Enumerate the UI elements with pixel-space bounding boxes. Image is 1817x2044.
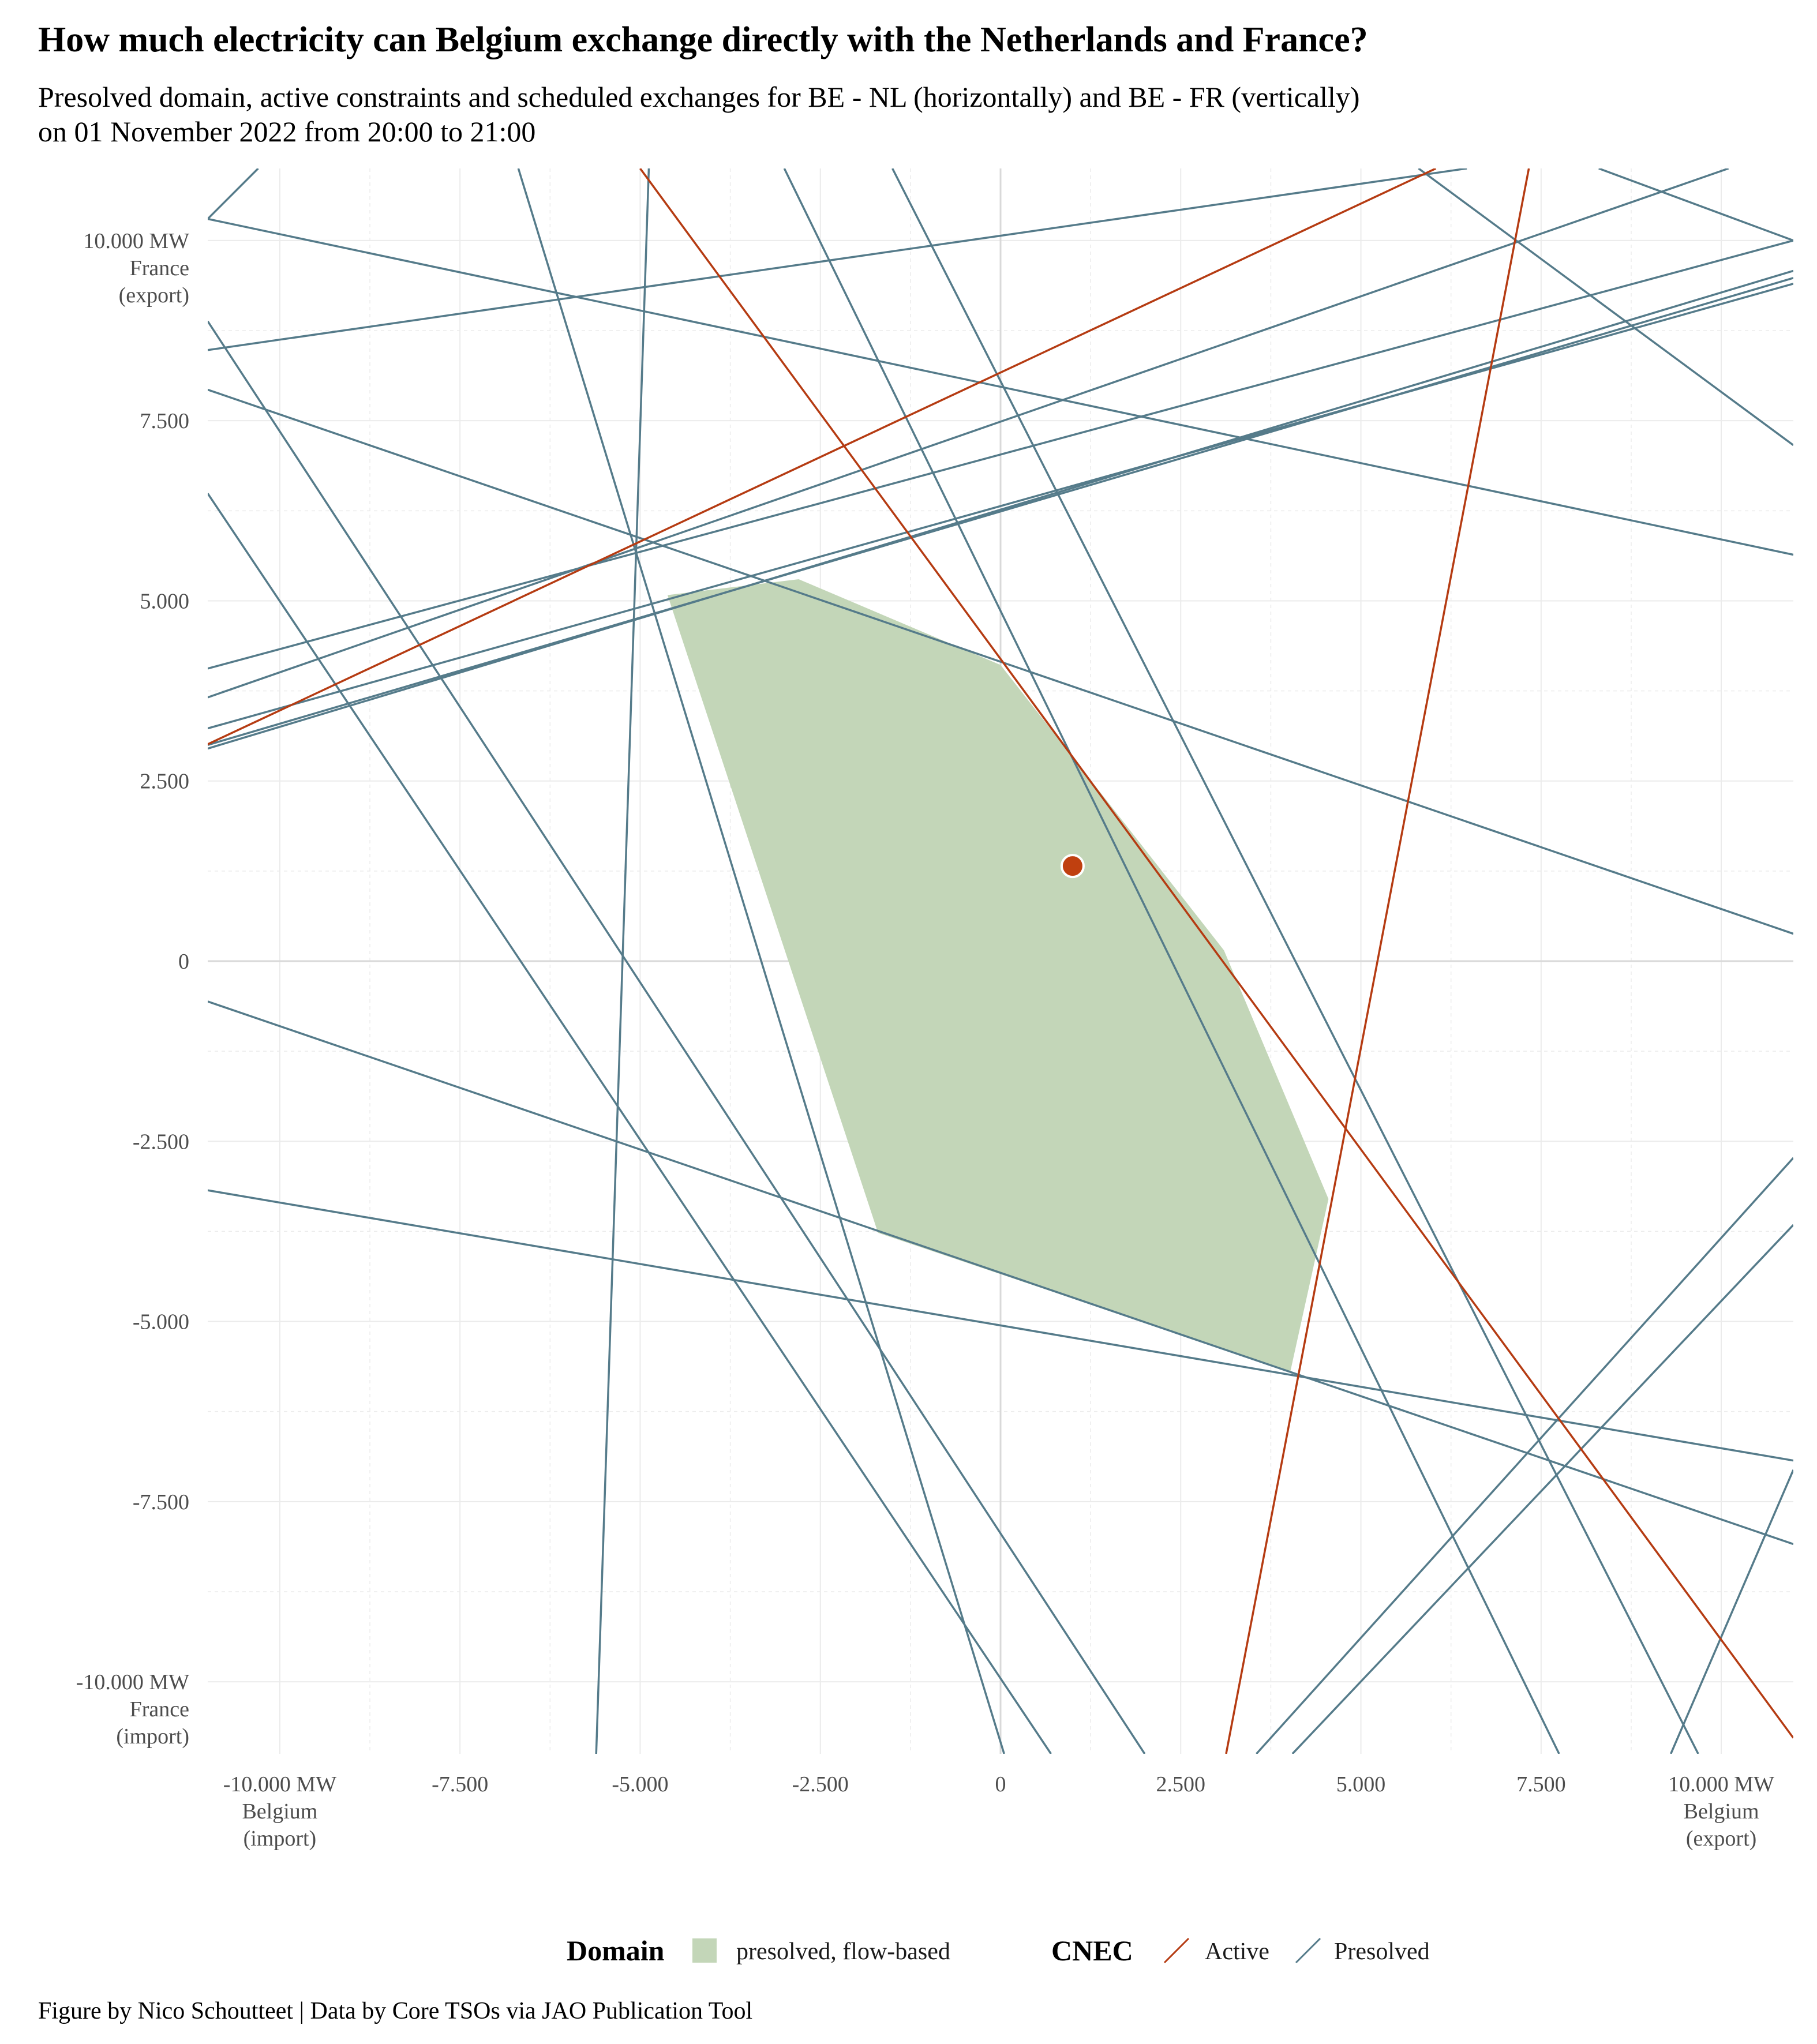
- x-tick-label-line: -10.000 MW: [223, 1772, 336, 1797]
- y-tick-label-line: -10.000 MW: [76, 1670, 189, 1694]
- legend-presolved-key: [1295, 1937, 1321, 1964]
- x-tick-label-line: 7.500: [1516, 1772, 1566, 1797]
- y-tick-label-line: 2.500: [140, 770, 190, 794]
- cnec-line-presolved: [1670, 1469, 1793, 1754]
- x-tick-label-line: (export): [1686, 1827, 1756, 1851]
- scheduled-exchange-point: [1060, 854, 1085, 879]
- y-tick-label: -10.000 MW France (import): [76, 1670, 189, 1749]
- cnec-line-active: [639, 168, 1793, 1739]
- cnec-line-presolved: [208, 493, 1052, 1754]
- cnec-line-presolved: [1291, 1224, 1793, 1754]
- cnec-line-presolved: [208, 217, 1793, 556]
- cnec-line-presolved: [208, 168, 259, 220]
- legend-domain-swatch: [692, 1938, 717, 1963]
- cnec-line-presolved: [208, 239, 1793, 670]
- legend-active-key: [1163, 1937, 1190, 1964]
- y-tick-label: 2.500: [140, 770, 190, 794]
- cnec-line-presolved: [208, 168, 1729, 699]
- domain-layer: [667, 579, 1329, 1372]
- y-tick-label: 7.500: [140, 409, 190, 433]
- legend-domain-label: presolved, flow-based: [736, 1938, 950, 1965]
- x-tick-label-line: Belgium: [1684, 1799, 1759, 1824]
- x-tick-label: 7.500: [1516, 1772, 1566, 1797]
- cnec-line-presolved: [783, 168, 1560, 1754]
- cnec-line-presolved: [1256, 1157, 1793, 1754]
- y-tick-label-line: -2.500: [133, 1130, 189, 1154]
- x-tick-label: -7.500: [432, 1772, 488, 1797]
- y-tick-label-line: France: [130, 256, 189, 280]
- x-tick-label: 10.000 MW Belgium (export): [1668, 1772, 1774, 1851]
- x-tick-label: 0: [995, 1772, 1006, 1797]
- cnec-line-presolved: [208, 277, 1793, 746]
- constraint-lines: [208, 168, 1793, 1754]
- cnec-line-presolved: [208, 1000, 1793, 1546]
- y-axis-tick-labels: 10.000 MW France (export) 7.500 5.000 2.500 0 -…: [76, 229, 189, 1749]
- y-tick-label-line: 7.500: [140, 409, 190, 433]
- cnec-line-presolved: [1418, 168, 1793, 447]
- y-tick-label: -5.000: [133, 1310, 189, 1334]
- cnec-line-presolved: [1598, 168, 1793, 242]
- x-axis-tick-labels: -10.000 MW Belgium (import)-7.500 -5.000 -2.…: [223, 1772, 1774, 1851]
- y-tick-label: 0: [178, 950, 189, 974]
- cnec-line-presolved: [517, 168, 1005, 1754]
- x-tick-label-line: 2.500: [1156, 1772, 1206, 1797]
- x-tick-label-line: 10.000 MW: [1668, 1772, 1774, 1797]
- cnec-line-presolved: [595, 168, 650, 1754]
- y-tick-label-line: 5.000: [140, 589, 190, 613]
- x-tick-label: -10.000 MW Belgium (import): [223, 1772, 336, 1851]
- subtitle-line-2: on 01 November 2022 from 20:00 to 21:00: [38, 115, 536, 148]
- y-tick-label-line: France: [130, 1697, 189, 1722]
- y-tick-label: -2.500: [133, 1130, 189, 1154]
- chart-subtitle: Presolved domain, active constraints and…: [38, 80, 1360, 149]
- cnec-line-presolved: [208, 320, 1146, 1754]
- y-tick-label: 10.000 MW France (export): [83, 229, 189, 307]
- x-tick-label: -5.000: [612, 1772, 668, 1797]
- x-tick-label: 2.500: [1156, 1772, 1206, 1797]
- chart-title: How much electricity can Belgium exchang…: [38, 20, 1368, 59]
- y-tick-label: 5.000: [140, 589, 190, 613]
- y-tick-label-line: (export): [119, 283, 189, 307]
- y-tick-label-line: 10.000 MW: [83, 229, 189, 253]
- scheduled-exchange-layer: [1060, 854, 1085, 879]
- x-tick-label-line: 0: [995, 1772, 1006, 1797]
- legend-cnec-title: CNEC: [1051, 1934, 1133, 1967]
- cnec-line-presolved: [208, 388, 1793, 935]
- presolved-domain-area: [667, 579, 1329, 1372]
- cnec-line-presolved: [891, 168, 1699, 1754]
- y-tick-label-line: -5.000: [133, 1310, 189, 1334]
- cnec-line-presolved: [208, 269, 1793, 750]
- chart-caption: Figure by Nico Schoutteet | Data by Core…: [38, 1998, 753, 2024]
- x-tick-label-line: -7.500: [432, 1772, 488, 1797]
- cnec-line-presolved: [208, 1189, 1793, 1462]
- legend-active-label: Active: [1205, 1938, 1269, 1965]
- legend: Domain presolved, flow-based CNEC Active…: [567, 1934, 1430, 1967]
- y-tick-label: -7.500: [133, 1490, 189, 1514]
- x-tick-label: -2.500: [792, 1772, 849, 1797]
- cnec-line-active: [1225, 168, 1530, 1754]
- cnec-line-active: [208, 168, 1437, 745]
- x-tick-label-line: Belgium: [242, 1799, 317, 1824]
- subtitle-line-1: Presolved domain, active constraints and…: [38, 81, 1360, 113]
- legend-domain-title: Domain: [567, 1934, 665, 1967]
- x-tick-label: 5.000: [1336, 1772, 1386, 1797]
- y-tick-label-line: -7.500: [133, 1490, 189, 1514]
- legend-presolved-label: Presolved: [1334, 1938, 1430, 1965]
- y-tick-label-line: 0: [178, 950, 189, 974]
- cnec-line-presolved: [208, 283, 1793, 730]
- x-tick-label-line: -2.500: [792, 1772, 849, 1797]
- cnec-line-presolved: [208, 168, 1467, 351]
- x-tick-label-line: (import): [243, 1827, 317, 1851]
- x-tick-label-line: -5.000: [612, 1772, 668, 1797]
- x-tick-label-line: 5.000: [1336, 1772, 1386, 1797]
- y-tick-label-line: (import): [116, 1724, 189, 1749]
